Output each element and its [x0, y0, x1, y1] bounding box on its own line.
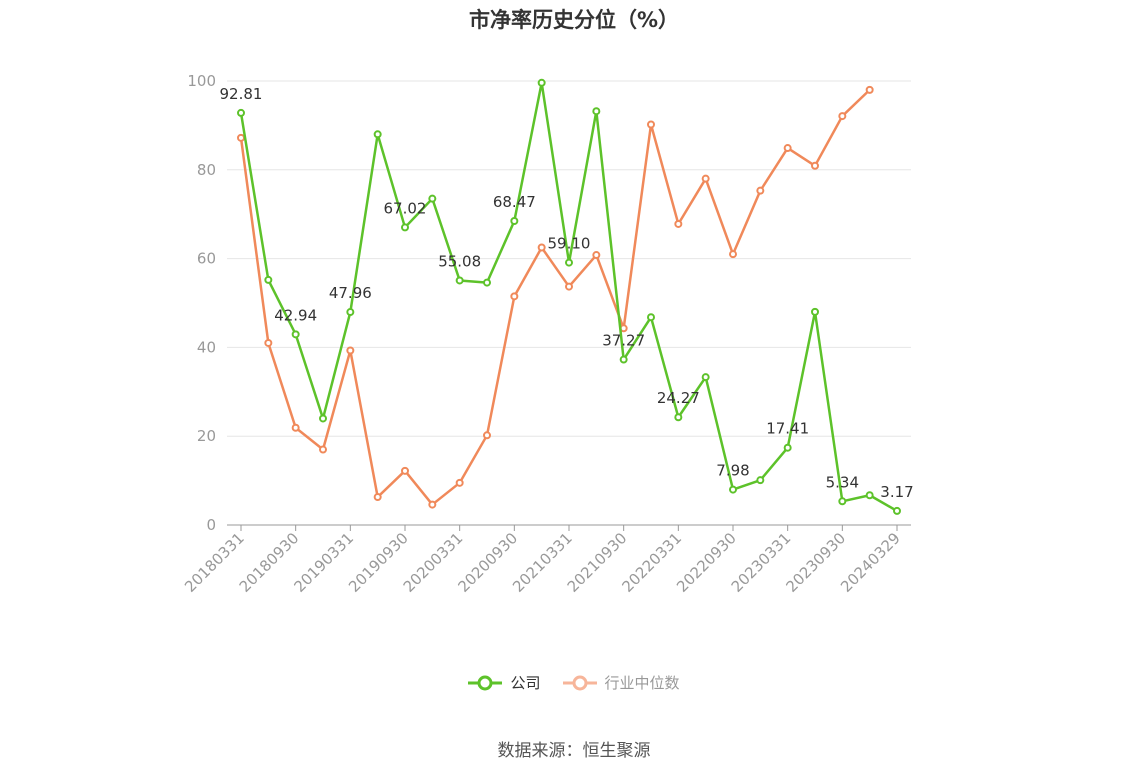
data-point-industry [811, 161, 819, 170]
data-label: 5.34 [826, 473, 859, 491]
legend-company-marker [468, 675, 503, 690]
data-label: 59.10 [548, 235, 591, 253]
data-point-company [319, 414, 327, 423]
data-point-company [729, 485, 737, 494]
data-point-industry [237, 133, 245, 142]
data-point-company [783, 443, 792, 452]
data-point-industry [838, 112, 847, 121]
x-tick-label: 20240329 [837, 529, 904, 596]
legend-company-label: 公司 [510, 674, 541, 692]
data-point-industry [455, 478, 464, 487]
data-point-industry [537, 243, 546, 252]
axes: 0204060801002018033120180930201903312019… [181, 72, 911, 596]
data-point-company [674, 413, 683, 422]
data-label: 37.27 [602, 332, 645, 350]
chart-title: 市净率历史分位（%） [468, 8, 680, 32]
data-point-industry [647, 120, 655, 129]
data-point-industry [674, 219, 683, 228]
data-point-company [483, 278, 491, 287]
y-tick-label: 20 [197, 427, 216, 445]
data-point-industry [565, 282, 573, 291]
data-point-company [838, 497, 847, 506]
data-point-company [428, 194, 437, 203]
data-point-company [865, 491, 874, 500]
data-point-industry [729, 250, 737, 259]
data-label: 55.08 [438, 252, 481, 270]
data-labels: 92.81 42.94 47.96 67.02 55.08 68.47 59.10 37.27… [220, 85, 914, 501]
data-point-company [701, 373, 710, 382]
data-point-industry [756, 186, 765, 195]
data-label: 67.02 [384, 199, 427, 217]
legend-item-company[interactable]: 公司 [468, 672, 541, 693]
data-point-company [756, 476, 765, 485]
data-point-industry [291, 423, 300, 432]
data-point-industry [319, 445, 327, 454]
series-line-industry [239, 88, 871, 506]
data-point-company [291, 330, 300, 339]
data-point-company [237, 108, 245, 117]
legend: 公司 行业中位数 [0, 672, 1148, 693]
y-tick-label: 0 [206, 516, 216, 534]
data-point-industry [783, 144, 792, 153]
legend-industry-label: 行业中位数 [604, 674, 680, 692]
data-point-industry [264, 338, 273, 347]
data-point-company [264, 275, 273, 284]
data-point-industry [865, 85, 874, 94]
data-point-industry [346, 346, 355, 355]
y-tick-label: 100 [187, 72, 216, 90]
data-point-company [537, 78, 546, 87]
data-point-company [592, 107, 601, 116]
data-point-company [647, 313, 655, 322]
data-label: 3.17 [880, 483, 913, 501]
data-label: 47.96 [329, 284, 372, 302]
data-point-industry [510, 292, 519, 301]
data-label: 92.81 [220, 85, 263, 103]
data-point-company [455, 276, 464, 285]
data-point-industry [701, 174, 710, 183]
data-point-company [565, 258, 573, 267]
data-label: 7.98 [716, 462, 749, 480]
data-label: 17.41 [766, 420, 809, 438]
data-point-company [373, 130, 382, 139]
y-tick-label: 80 [197, 161, 216, 179]
y-tick-label: 40 [197, 338, 216, 356]
legend-item-industry[interactable]: 行业中位数 [562, 672, 680, 693]
data-point-industry [428, 500, 437, 509]
data-label: 42.94 [274, 306, 317, 324]
data-point-company [401, 223, 409, 232]
legend-industry-marker [562, 675, 597, 690]
data-point-industry [401, 466, 409, 475]
data-label: 24.27 [657, 389, 700, 407]
data-point-company [510, 216, 519, 225]
data-label: 68.47 [493, 193, 536, 211]
series [237, 78, 901, 515]
y-tick-label: 60 [197, 250, 216, 268]
data-point-industry [373, 493, 382, 502]
data-point-company [619, 355, 628, 364]
data-point-company [811, 307, 819, 316]
data-point-company [893, 506, 901, 515]
data-source: 数据来源：恒生聚源 [497, 741, 651, 761]
data-point-company [346, 308, 355, 317]
data-point-industry [592, 251, 601, 260]
data-point-industry [483, 431, 491, 440]
